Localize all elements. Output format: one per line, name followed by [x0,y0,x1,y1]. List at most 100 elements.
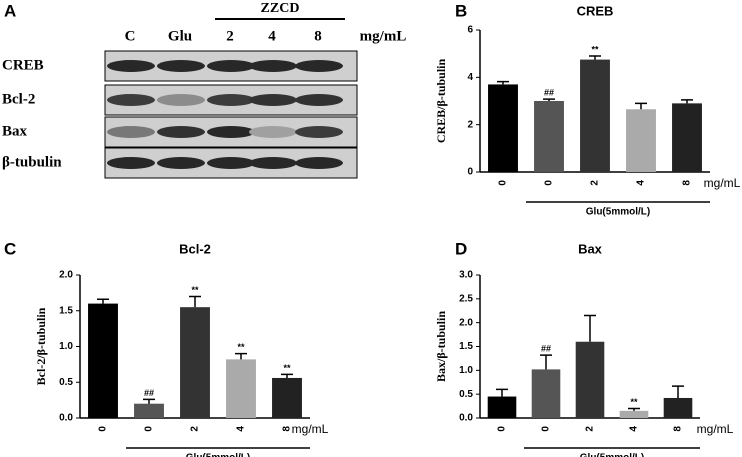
row-label: Bcl-2 [2,91,35,107]
blot-band [207,126,255,138]
bar [663,397,693,418]
significance-mark: ** [237,342,245,352]
blot-band [157,94,205,106]
y-tick-label: 1.5 [459,341,473,352]
bar [226,359,256,418]
y-tick-label: 1.0 [459,365,473,376]
y-tick-label: 0.0 [59,413,73,424]
x-tick-label: 0 [144,426,155,432]
error-bar [497,80,509,85]
error-bar [584,314,596,342]
error-bar [681,99,693,104]
error-bar [543,98,555,101]
y-tick-label: 6 [467,25,473,36]
row-label: Bax [2,123,28,139]
blot-band [249,157,297,169]
group-label: Glu(5mmol/L) [580,453,644,457]
group-label: Glu(5mmol/L) [186,453,250,457]
lane-label: C [125,28,136,44]
bar [626,109,656,172]
x-tick-label: 4 [236,426,247,432]
y-axis-label: Bcl-2/β-tubulin [34,307,48,385]
group-label: Glu(5mmol/L) [586,207,650,218]
y-axis-label: CREB/β-tubulin [434,59,448,144]
x-tick-label: 4 [636,180,647,186]
x-tick-label: 0 [497,426,508,432]
error-bar [635,102,647,110]
blot-band [207,60,255,72]
bar [575,341,605,418]
bar [580,59,610,173]
significance-mark: ## [541,343,551,353]
y-tick-label: 2.0 [459,317,473,328]
chart-title: Bcl-2 [179,241,211,256]
blot-band [249,60,297,72]
bar [88,303,118,418]
error-bar [540,354,552,370]
bar [272,377,302,418]
significance-mark: ## [144,388,154,398]
unit-label: mg/mL [360,28,407,44]
x-tick-label: 2 [190,426,201,432]
group-label: ZZCD [261,1,300,16]
blot-band [207,157,255,169]
blot-band [295,157,343,169]
error-bar [143,398,155,404]
x-tick-label: 0 [98,426,109,432]
bar [488,84,518,172]
blot-band [249,126,297,138]
x-tick-label: 0 [541,426,552,432]
error-bar [235,352,247,360]
blot-band [157,126,205,138]
panel-label: C [4,239,16,258]
error-bar [628,407,640,411]
blot-band [295,126,343,138]
blot-band [107,126,155,138]
error-bar [189,295,201,308]
bar [134,403,164,418]
blot-band [249,94,297,106]
blot-band [207,94,255,106]
x-tick-label: 8 [673,426,684,432]
y-tick-label: 0.0 [459,413,473,424]
bar [531,369,561,418]
lane-label: 8 [314,28,322,44]
unit-label: mg/mL [704,176,741,190]
blot-band [107,94,155,106]
error-bar [97,298,109,304]
y-tick-label: 3.0 [459,270,473,281]
significance-mark: ** [191,285,199,295]
y-tick-label: 0.5 [459,389,473,400]
error-bar [589,55,601,60]
panel-label: B [455,1,467,20]
chart-title: Bax [578,241,603,256]
y-tick-label: 0.5 [59,377,73,388]
x-tick-label: 2 [590,180,601,186]
y-tick-label: 1.5 [59,305,73,316]
panel-label: A [4,1,16,20]
x-tick-label: 8 [682,180,693,186]
y-tick-label: 2 [467,119,473,130]
x-tick-label: 4 [629,426,640,432]
significance-mark: ** [591,44,599,54]
bar [180,307,210,418]
panel-label: D [455,239,467,258]
blot-band [295,94,343,106]
y-tick-label: 2.0 [59,270,73,281]
row-label: CREB [2,57,44,73]
y-tick-label: 0 [467,167,473,178]
bar [619,410,649,418]
lane-label: 2 [226,28,234,44]
row-label: β-tubulin [2,154,62,170]
y-tick-label: 2.5 [459,293,473,304]
lane-label: 4 [268,28,276,44]
blot-band [107,60,155,72]
x-tick-label: 0 [498,180,509,186]
significance-mark: ** [283,363,291,373]
unit-label: mg/mL [697,422,734,436]
error-bar [281,373,293,378]
blot-band [157,157,205,169]
bar [534,101,564,172]
y-tick-label: 1.0 [59,341,73,352]
